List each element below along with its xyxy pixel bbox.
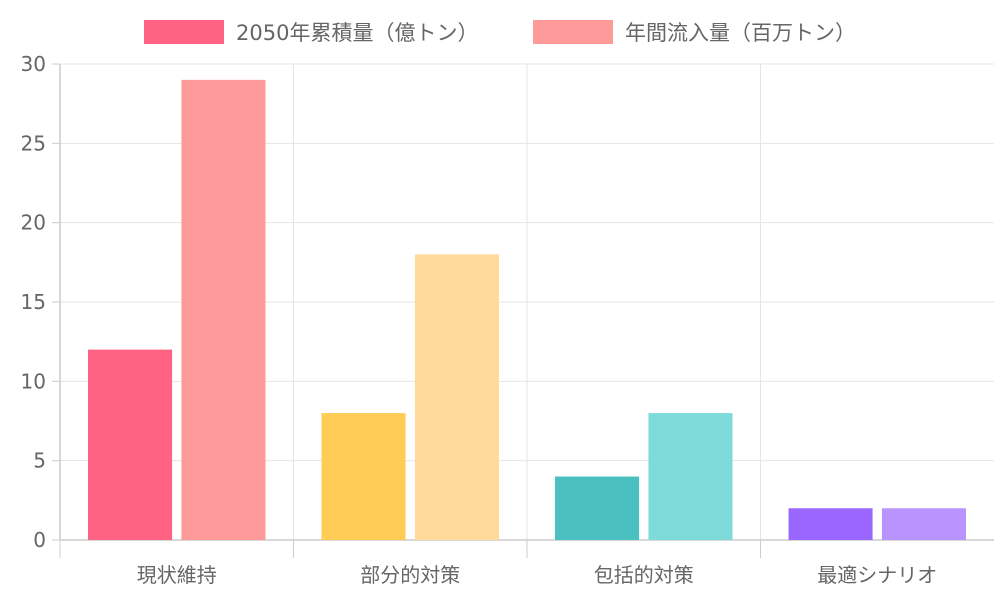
y-tick-label: 25 bbox=[21, 131, 46, 155]
x-tick-label: 包括的対策 bbox=[594, 563, 694, 587]
bar-2-2 bbox=[414, 254, 499, 540]
labels: 0 5 10 15 20 25 30 現状維持 部分的対策 包括的対策 最適シナリオ bbox=[21, 52, 938, 587]
legend-swatch-1 bbox=[144, 20, 224, 44]
bar-1-1 bbox=[88, 349, 173, 540]
y-tick-label: 0 bbox=[33, 528, 46, 552]
bar-1-2 bbox=[321, 413, 406, 540]
y-tick-label: 30 bbox=[21, 52, 46, 76]
bar-1-3 bbox=[555, 476, 640, 540]
y-tick-label: 15 bbox=[21, 290, 46, 314]
bar-1-4 bbox=[788, 508, 873, 540]
legend-swatch-2 bbox=[533, 20, 613, 44]
bar-2-3 bbox=[648, 413, 733, 540]
legend-label-1: 2050年累積量（億トン） bbox=[236, 21, 478, 45]
bar-2-4 bbox=[881, 508, 966, 540]
bars bbox=[88, 79, 966, 540]
bar-2-1 bbox=[181, 79, 266, 540]
y-tick-label: 10 bbox=[21, 369, 46, 393]
x-tick-label: 現状維持 bbox=[137, 563, 217, 587]
y-tick-label: 20 bbox=[21, 211, 46, 235]
legend: 2050年累積量（億トン） 年間流入量（百万トン） bbox=[144, 20, 856, 45]
y-tick-label: 5 bbox=[33, 449, 46, 473]
x-tick-label: 部分的対策 bbox=[360, 563, 460, 587]
x-tick-label: 最適シナリオ bbox=[817, 563, 937, 587]
legend-label-2: 年間流入量（百万トン） bbox=[625, 21, 856, 45]
